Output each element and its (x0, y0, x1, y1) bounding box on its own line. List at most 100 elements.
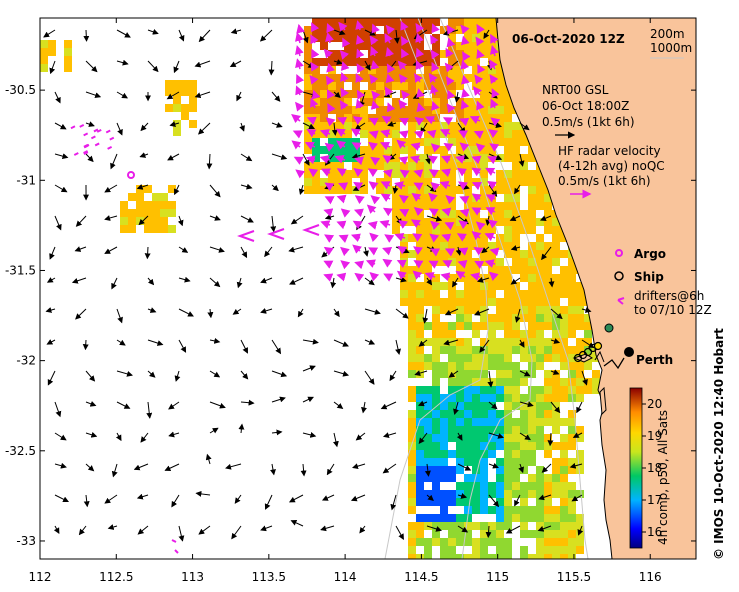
sst-pixel (504, 354, 512, 362)
sst-pixel (368, 42, 376, 50)
radar-vector-arrow (320, 168, 332, 177)
radar-vector-arrow (371, 23, 380, 34)
sst-pixel (448, 178, 456, 186)
sst-pixel (488, 450, 496, 458)
sst-pixel (552, 298, 560, 306)
argo-legend-icon (615, 249, 623, 257)
model-vector-arrow (548, 277, 555, 288)
sst-pixel (472, 402, 480, 410)
sst-pixel (416, 514, 424, 522)
radar-vector-arrow (324, 196, 335, 205)
radar-vector-arrow (382, 207, 394, 217)
model-vector-arrow (387, 121, 397, 127)
sst-pixel (424, 322, 432, 330)
sst-pixel (328, 138, 336, 146)
radar-vector-arrow (306, 128, 317, 138)
model-vector-arrow (541, 246, 552, 261)
sst-pixel (464, 322, 472, 330)
sst-pixel (584, 362, 592, 370)
sst-pixel (480, 138, 488, 146)
sst-pixel (552, 402, 560, 410)
sst-pixel (312, 122, 320, 130)
sst-pixel (480, 322, 488, 330)
sst-pixel (360, 154, 368, 162)
sst-pixel (496, 530, 504, 538)
sst-pixel (576, 370, 584, 378)
model-vector-arrow (111, 463, 118, 478)
sst-pixel (408, 482, 416, 490)
sst-pixel (496, 106, 504, 114)
sst-pixel (400, 178, 408, 186)
sst-pixel (480, 434, 488, 442)
model-vector-arrow (75, 308, 87, 320)
sst-pixel (496, 298, 504, 306)
sst-pixel (504, 506, 512, 514)
sst-pixel (416, 362, 424, 370)
sst-pixel (464, 490, 472, 498)
model-vector-arrow (116, 91, 129, 99)
model-vector-arrow (197, 122, 211, 135)
sst-pixel (464, 186, 472, 194)
sst-pixel (408, 26, 416, 34)
radar-vector-arrow (379, 220, 391, 229)
sst-pixel (344, 98, 352, 106)
model-vector-arrow (488, 494, 500, 508)
sst-pixel (189, 120, 197, 128)
sst-pixel (520, 290, 528, 298)
model-vector-arrow (426, 525, 442, 532)
sst-pixel (440, 554, 448, 559)
radar-vector-arrow (296, 23, 305, 34)
sst-pixel (504, 242, 512, 250)
radar-vector-arrow (319, 155, 331, 164)
sst-pixel (408, 346, 416, 354)
model-vector-arrow (168, 401, 180, 410)
sst-pixel (568, 370, 576, 378)
sst-pixel (560, 338, 568, 346)
model-vector-arrow (474, 308, 490, 316)
radar-vector-arrow (338, 21, 348, 32)
sst-pixel (408, 354, 416, 362)
model-vector-arrow (270, 215, 277, 233)
radar-vector-arrow (410, 142, 421, 152)
sst-pixel (568, 298, 576, 306)
sst-pixel (512, 306, 520, 314)
sst-pixel (488, 530, 496, 538)
sst-pixel (512, 314, 520, 322)
sst-pixel (504, 298, 512, 306)
sst-pixel (488, 426, 496, 434)
radar-legend-line-1: HF radar velocity (558, 144, 661, 158)
radar-vector-arrow (323, 273, 334, 282)
sst-pixel (448, 330, 456, 338)
sst-pixel (432, 282, 440, 290)
model-vector-arrow (320, 525, 335, 532)
sst-pixel (40, 48, 48, 56)
sst-pixel (136, 185, 144, 193)
sst-pixel (496, 202, 504, 210)
sst-pixel (520, 522, 528, 530)
sst-pixel (544, 378, 552, 386)
sst-pixel (512, 194, 520, 202)
sst-pixel (472, 554, 480, 559)
mooring-station (604, 323, 614, 333)
model-vector-arrow (236, 277, 243, 289)
sst-pixel (448, 130, 456, 138)
sst-pixel (408, 314, 416, 322)
model-vector-arrow (538, 494, 552, 501)
sst-pixel (408, 130, 416, 138)
sst-pixel (480, 370, 488, 378)
sst-pixel (520, 410, 528, 418)
sst-pixel (560, 498, 568, 506)
sst-pixel (344, 122, 352, 130)
sst-pixel (416, 170, 424, 178)
sst-pixel (408, 266, 416, 274)
sst-pixel (304, 50, 312, 58)
sst-pixel (520, 266, 528, 274)
sst-pixel (456, 458, 464, 466)
sst-pixel (408, 546, 416, 554)
sst-pixel (504, 434, 512, 442)
sst-pixel (528, 402, 536, 410)
sst-pixel (376, 18, 384, 26)
model-vector-arrow (225, 463, 242, 470)
sst-pixel (552, 466, 560, 474)
sst-pixel (304, 146, 312, 154)
